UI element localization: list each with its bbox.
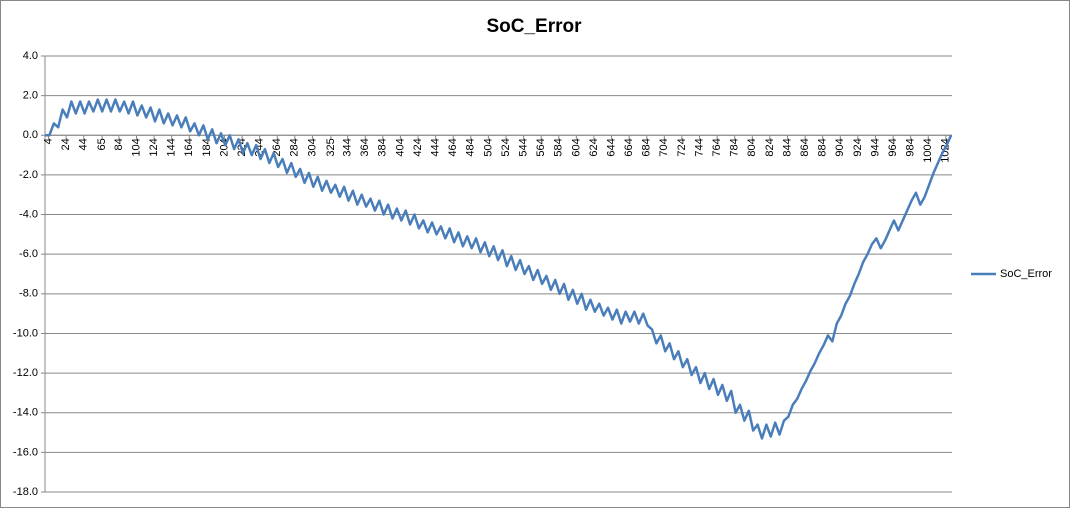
y-tick-label: 4.0 <box>23 50 38 62</box>
y-tick-label: -18.0 <box>13 486 38 498</box>
x-tick-label: 684 <box>641 138 653 156</box>
x-tick-label: 84 <box>113 138 125 150</box>
data-line <box>45 98 953 440</box>
y-tick-label: -16.0 <box>13 446 38 458</box>
x-tick-label: 764 <box>711 138 723 156</box>
x-tick-label: 844 <box>781 138 793 156</box>
x-tick-label: 484 <box>465 138 477 156</box>
x-tick-label: 784 <box>729 138 741 156</box>
y-tick-label: -10.0 <box>13 327 38 339</box>
x-tick-label: 444 <box>430 138 442 156</box>
x-tick-label: 924 <box>852 138 864 156</box>
x-tick-label: 164 <box>183 138 195 156</box>
y-tick-label: -12.0 <box>13 367 38 379</box>
y-tick-label: -2.0 <box>19 169 38 181</box>
x-tick-label: 384 <box>377 138 389 156</box>
x-tick-label: 144 <box>166 138 178 156</box>
x-tick-label: 364 <box>359 138 371 156</box>
x-tick-label: 1024 <box>940 138 952 162</box>
chart-title: SoC_Error <box>486 16 582 37</box>
x-tick-label: 524 <box>500 138 512 156</box>
x-tick-label: 664 <box>623 138 635 156</box>
x-tick-label: 284 <box>289 138 301 156</box>
x-tick-label: 724 <box>676 138 688 156</box>
y-tick-label: 2.0 <box>23 90 38 102</box>
x-tick-label: 44 <box>78 138 90 150</box>
x-tick-label: 65 <box>96 138 108 150</box>
x-tick-label: 944 <box>869 138 881 156</box>
legend-label: SoC_Error <box>1000 268 1052 280</box>
x-tick-label: 184 <box>201 138 213 156</box>
y-tick-label: 0.0 <box>23 129 38 141</box>
x-tick-label: 544 <box>517 138 529 156</box>
x-tick-label: 744 <box>693 138 705 156</box>
y-tick-label: -14.0 <box>13 407 38 419</box>
y-tick-label: -4.0 <box>19 208 38 220</box>
x-tick-label: 644 <box>605 138 617 156</box>
x-tick-label: 404 <box>394 138 406 156</box>
x-tick-label: 964 <box>887 138 899 156</box>
x-tick-label: 424 <box>412 138 424 156</box>
x-tick-label: 504 <box>482 138 494 156</box>
x-tick-label: 564 <box>535 138 547 156</box>
x-tick-label: 325 <box>325 138 337 156</box>
y-tick-label: -8.0 <box>19 288 38 300</box>
x-tick-label: 604 <box>570 138 582 156</box>
x-tick-label: 864 <box>799 138 811 156</box>
x-tick-label: 984 <box>905 138 917 156</box>
x-tick-label: 904 <box>834 138 846 156</box>
x-tick-label: 824 <box>764 138 776 156</box>
x-tick-label: 1004 <box>922 138 934 162</box>
x-tick-label: 584 <box>553 138 565 156</box>
x-tick-label: 304 <box>306 138 318 156</box>
x-tick-label: 104 <box>130 138 142 156</box>
x-tick-label: 24 <box>60 138 72 150</box>
y-tick-label: -6.0 <box>19 248 38 260</box>
x-tick-label: 124 <box>148 138 160 156</box>
x-tick-label: 464 <box>447 138 459 156</box>
x-tick-label: 624 <box>588 138 600 156</box>
x-tick-label: 344 <box>342 138 354 156</box>
x-tick-label: 4 <box>42 138 54 144</box>
x-tick-label: 804 <box>746 138 758 156</box>
x-tick-label: 884 <box>817 138 829 156</box>
x-tick-label: 704 <box>658 138 670 156</box>
